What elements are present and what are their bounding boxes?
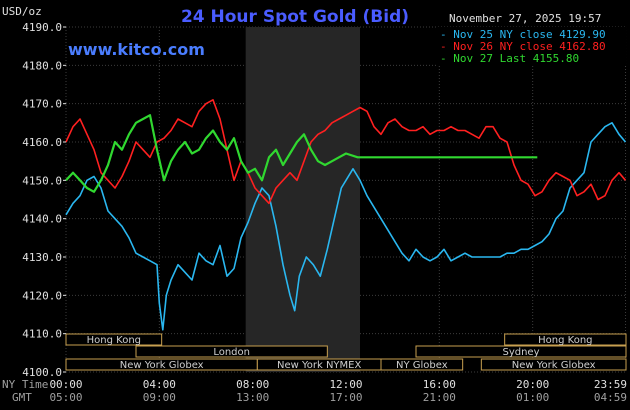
y-axis-ticks: 4100.0 4110.0 4120.0 4130.0 4140.0 4150.0 4160… [22,21,66,379]
session-label: New York Globex [512,360,596,371]
legend-item-0: - Nov 25 NY close 4129.90 [440,28,606,41]
x-tick-label-ny: 08:00 [236,378,269,391]
y-tick-label: 4120.0 [22,289,62,302]
series-line-2 [65,114,538,193]
chart-datetime: November 27, 2025 19:57 [449,12,601,25]
legend-box [436,27,626,66]
session-label: New York Globex [120,360,204,371]
brand-watermark: www.kitco.com [68,40,205,59]
x-tick-label-ny: 04:00 [143,378,176,391]
highlight-band [245,27,360,372]
session-bar [65,333,163,346]
y-tick-label: 4170.0 [22,98,62,111]
session-label: Hong Kong [538,335,592,346]
x-axis-gmt-label: GMT [12,391,32,404]
x-tick-label-gmt: 17:00 [329,391,362,404]
legend-item-2: - Nov 27 Last 4155.80 [440,52,579,65]
x-tick-label-ny: 23:59 [594,378,627,391]
y-tick-label: 4130.0 [22,251,62,264]
x-tick-label-ny: 12:00 [329,378,362,391]
y-tick-label: 4180.0 [22,59,62,72]
x-tick-label-gmt: 09:00 [143,391,176,404]
session-bar [504,333,627,346]
y-tick-label: 4150.0 [22,174,62,187]
session-label: Sydney [502,347,539,358]
y-tick-label: 4160.0 [22,136,62,149]
session-bars: Hong Kong Hong Kong London Sydney New York G… [65,333,627,371]
y-tick-label: 4190.0 [22,21,62,34]
session-bar [380,358,464,371]
x-tick-label-gmt: 21:00 [423,391,456,404]
y-tick-label: 4100.0 [22,366,62,379]
series-line-1 [65,99,627,205]
session-bar [415,345,627,358]
series-layer [65,99,627,331]
session-label: NY Globex [396,360,448,371]
x-tick-label-gmt: 01:00 [516,391,549,404]
x-axis-ny-label: NY Time [2,378,48,391]
y-axis-label: USD/oz [2,5,42,18]
y-tick-label: 4110.0 [22,328,62,341]
y-tick-label: 4140.0 [22,213,62,226]
session-bar [135,345,328,358]
x-tick-label-ny: 00:00 [49,378,82,391]
x-tick-label-gmt: 04:59 [594,391,627,404]
x-tick-label-gmt: 13:00 [236,391,269,404]
x-tick-label-ny: 16:00 [423,378,456,391]
series-line-0 [65,122,627,331]
x-tick-label-ny: 20:00 [516,378,549,391]
session-label: Hong Kong [87,335,141,346]
chart-title: 24 Hour Spot Gold (Bid) [181,7,409,27]
session-bar [480,358,627,371]
legend: - Nov 25 NY close 4129.90 - Nov 26 NY cl… [436,27,626,66]
nymex-highlight [245,27,360,372]
x-tick-label-gmt: 05:00 [49,391,82,404]
session-label: London [213,347,250,358]
legend-item-1: - Nov 26 NY close 4162.80 [440,40,606,53]
session-label: New York NYMEX [277,360,362,371]
